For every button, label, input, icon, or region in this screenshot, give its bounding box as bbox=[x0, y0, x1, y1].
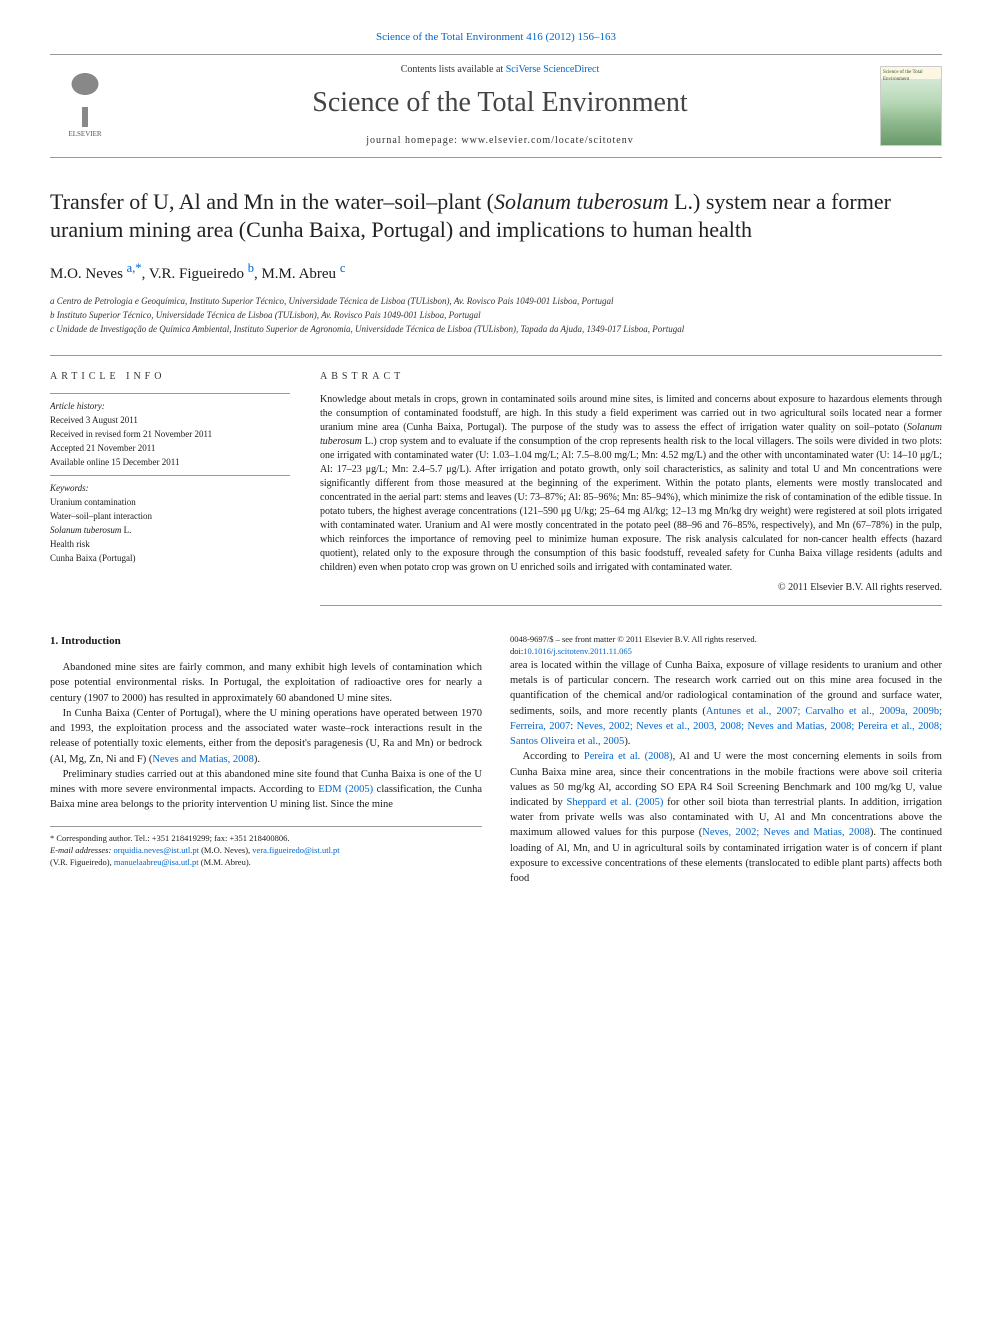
info-abstract-row: article info Article history: Received 3… bbox=[50, 355, 942, 606]
sciencedirect-link[interactable]: SciVerse ScienceDirect bbox=[506, 64, 600, 75]
front-matter-block: 0048-9697/$ – see front matter © 2011 El… bbox=[510, 634, 942, 658]
abstract-copyright: © 2011 Elsevier B.V. All rights reserved… bbox=[320, 581, 942, 596]
affiliation-c: c Unidade de Investigação de Química Amb… bbox=[50, 323, 942, 336]
abstract-text: Knowledge about metals in crops, grown i… bbox=[320, 393, 942, 575]
author-3-name: , M.M. Abreu bbox=[254, 266, 340, 282]
email-3-link[interactable]: manuelaabreu@isa.utl.pt bbox=[114, 857, 199, 867]
elsevier-logo: ELSEVIER bbox=[50, 66, 120, 146]
info-rule-1 bbox=[50, 393, 290, 394]
doi-line: doi:10.1016/j.scitotenv.2011.11.065 bbox=[510, 646, 942, 658]
article-info-heading: article info bbox=[50, 370, 290, 385]
keywords-block: Keywords: Uranium contamination Water–so… bbox=[50, 482, 290, 565]
intro-p4: area is located within the village of Cu… bbox=[510, 658, 942, 749]
author-2-name: , V.R. Figueiredo bbox=[142, 266, 248, 282]
affiliations: a Centro de Petrologia e Geoquímica, Ins… bbox=[50, 295, 942, 335]
email-addresses: E-mail addresses: orquidia.neves@ist.utl… bbox=[50, 845, 482, 869]
info-rule-2 bbox=[50, 475, 290, 476]
keyword-1: Uranium contamination bbox=[50, 496, 290, 509]
footnotes-block: * Corresponding author. Tel.: +351 21841… bbox=[50, 826, 482, 869]
history-label: Article history: bbox=[50, 400, 290, 413]
running-head: Science of the Total Environment 416 (20… bbox=[50, 30, 942, 46]
abstract-p1b: L.) crop system and to evaluate if the c… bbox=[320, 436, 942, 573]
keyword-3: Solanum tuberosum L. bbox=[50, 524, 290, 537]
history-revised: Received in revised form 21 November 201… bbox=[50, 428, 290, 441]
cover-thumb-title: Science of the Total Environment bbox=[883, 70, 923, 82]
author-1-name: M.O. Neves bbox=[50, 266, 127, 282]
ref-neves-matias-2008[interactable]: Neves and Matias, 2008 bbox=[152, 754, 253, 765]
article-history: Article history: Received 3 August 2011 … bbox=[50, 400, 290, 469]
title-species: Solanum tuberosum bbox=[494, 189, 669, 214]
journal-cover-thumb: Science of the Total Environment bbox=[880, 66, 942, 146]
masthead: ELSEVIER Contents lists available at Sci… bbox=[50, 54, 942, 158]
contents-line: Contents lists available at SciVerse Sci… bbox=[120, 63, 880, 78]
ref-sheppard-2005[interactable]: Sheppard et al. (2005) bbox=[567, 797, 664, 808]
history-online: Available online 15 December 2011 bbox=[50, 456, 290, 469]
elsevier-tree-icon bbox=[60, 72, 110, 127]
contents-prefix: Contents lists available at bbox=[401, 64, 506, 75]
abstract-heading: abstract bbox=[320, 370, 942, 385]
author-3-aff-link[interactable]: c bbox=[340, 261, 346, 275]
history-accepted: Accepted 21 November 2011 bbox=[50, 442, 290, 455]
abstract-col: abstract Knowledge about metals in crops… bbox=[320, 370, 942, 606]
keyword-2: Water–soil–plant interaction bbox=[50, 510, 290, 523]
intro-p5: According to Pereira et al. (2008), Al a… bbox=[510, 749, 942, 886]
article-title: Transfer of U, Al and Mn in the water–so… bbox=[50, 188, 942, 245]
elsevier-label: ELSEVIER bbox=[68, 129, 101, 139]
affiliation-a: a Centro de Petrologia e Geoquímica, Ins… bbox=[50, 295, 942, 308]
authors-line: M.O. Neves a,*, V.R. Figueiredo b, M.M. … bbox=[50, 259, 942, 286]
ref-edm-2005[interactable]: EDM (2005) bbox=[318, 784, 373, 795]
journal-name: Science of the Total Environment bbox=[120, 83, 880, 124]
email-2-link[interactable]: vera.figueiredo@ist.utl.pt bbox=[252, 845, 339, 855]
keyword-4: Health risk bbox=[50, 538, 290, 551]
intro-p1: Abandoned mine sites are fairly common, … bbox=[50, 660, 482, 706]
title-pre: Transfer of U, Al and Mn in the water–so… bbox=[50, 189, 494, 214]
running-head-link[interactable]: Science of the Total Environment 416 (20… bbox=[376, 31, 616, 43]
ref-neves-2002[interactable]: Neves, 2002; Neves and Matias, 2008 bbox=[702, 827, 870, 838]
abstract-rule bbox=[320, 605, 942, 606]
section-1-heading: 1. Introduction bbox=[50, 634, 482, 650]
keywords-label: Keywords: bbox=[50, 482, 290, 495]
article-info-col: article info Article history: Received 3… bbox=[50, 370, 290, 606]
ref-pereira-2008[interactable]: Pereira et al. (2008) bbox=[584, 751, 673, 762]
masthead-center: Contents lists available at SciVerse Sci… bbox=[120, 63, 880, 149]
corresponding-author: * Corresponding author. Tel.: +351 21841… bbox=[50, 833, 482, 845]
intro-p2: In Cunha Baixa (Center of Portugal), whe… bbox=[50, 706, 482, 767]
abstract-p1a: Knowledge about metals in crops, grown i… bbox=[320, 394, 942, 433]
doi-link[interactable]: 10.1016/j.scitotenv.2011.11.065 bbox=[523, 646, 632, 656]
affiliation-b: b Instituto Superior Técnico, Universida… bbox=[50, 309, 942, 322]
front-matter-line: 0048-9697/$ – see front matter © 2011 El… bbox=[510, 634, 942, 646]
keyword-5: Cunha Baixa (Portugal) bbox=[50, 552, 290, 565]
body-two-column: 1. Introduction Abandoned mine sites are… bbox=[50, 634, 942, 886]
email-1-link[interactable]: orquidia.neves@ist.utl.pt bbox=[113, 845, 199, 855]
history-received: Received 3 August 2011 bbox=[50, 414, 290, 427]
journal-homepage: journal homepage: www.elsevier.com/locat… bbox=[120, 134, 880, 149]
intro-p3: Preliminary studies carried out at this … bbox=[50, 767, 482, 813]
email-label: E-mail addresses: bbox=[50, 845, 113, 855]
